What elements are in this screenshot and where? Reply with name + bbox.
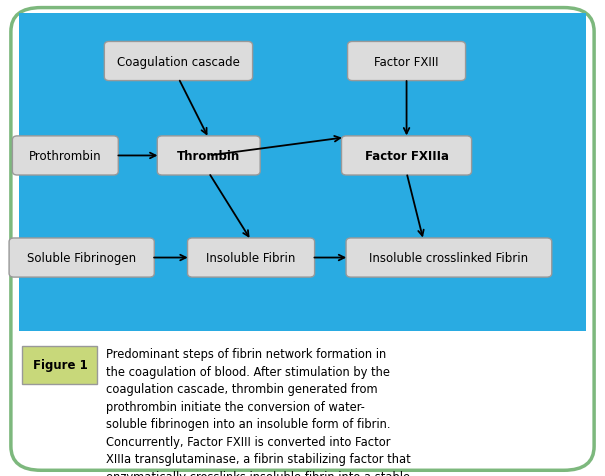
FancyBboxPatch shape: [104, 42, 252, 81]
Text: Prothrombin: Prothrombin: [29, 149, 102, 163]
FancyBboxPatch shape: [157, 137, 260, 176]
FancyBboxPatch shape: [346, 238, 552, 278]
Text: Figure 1: Figure 1: [33, 358, 87, 372]
Text: Insoluble Fibrin: Insoluble Fibrin: [206, 251, 296, 265]
Text: Thrombin: Thrombin: [177, 149, 240, 163]
Text: Coagulation cascade: Coagulation cascade: [117, 55, 240, 69]
FancyBboxPatch shape: [341, 137, 472, 176]
Text: Insoluble crosslinked Fibrin: Insoluble crosslinked Fibrin: [369, 251, 529, 265]
Text: Factor FXIIIa: Factor FXIIIa: [365, 149, 448, 163]
FancyBboxPatch shape: [12, 137, 119, 176]
FancyBboxPatch shape: [11, 9, 594, 470]
FancyBboxPatch shape: [22, 346, 97, 385]
Text: Soluble Fibrinogen: Soluble Fibrinogen: [27, 251, 136, 265]
FancyBboxPatch shape: [347, 42, 466, 81]
FancyBboxPatch shape: [9, 238, 154, 278]
Text: Predominant steps of fibrin network formation in
the coagulation of blood. After: Predominant steps of fibrin network form…: [106, 347, 411, 476]
Text: Factor FXIII: Factor FXIII: [374, 55, 439, 69]
FancyBboxPatch shape: [19, 14, 586, 331]
FancyBboxPatch shape: [188, 238, 315, 278]
